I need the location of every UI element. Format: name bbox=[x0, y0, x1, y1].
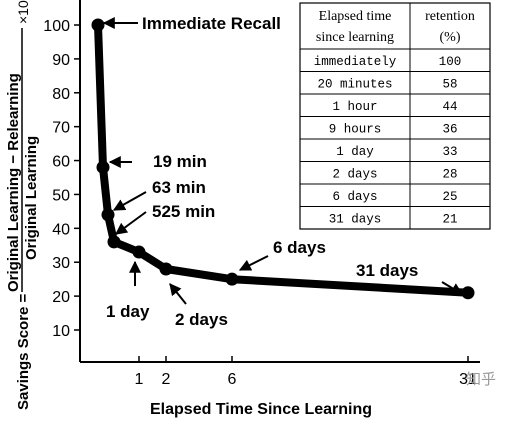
y-tick: 40 bbox=[52, 221, 80, 238]
y-tick-label: 60 bbox=[52, 154, 70, 171]
table-cell: 33 bbox=[442, 145, 457, 159]
data-point bbox=[159, 262, 173, 276]
y-tick-label: 80 bbox=[52, 86, 70, 103]
y-tick-label: 30 bbox=[52, 255, 70, 272]
annotation-arrow bbox=[115, 211, 147, 235]
y-tick-label: 20 bbox=[52, 289, 70, 306]
data-point bbox=[107, 235, 121, 249]
y-tick-label: 10 bbox=[52, 323, 70, 340]
annotation-arrow bbox=[238, 255, 269, 271]
x-tick: 1 bbox=[135, 356, 144, 388]
table-cell: 9 hours bbox=[329, 123, 382, 137]
annotation-label: Immediate Recall bbox=[142, 14, 281, 33]
watermark: 知乎 bbox=[466, 371, 496, 388]
annotation-label: 525 min bbox=[152, 202, 215, 221]
data-point bbox=[132, 245, 146, 259]
y-label-denominator: Original Learning bbox=[23, 136, 40, 260]
annotation-arrow bbox=[169, 283, 187, 305]
annotation-arrow bbox=[441, 281, 464, 295]
y-label-suffix: ×100 bbox=[15, 0, 31, 24]
table-header-cell: Elapsed time bbox=[319, 9, 392, 24]
table-cell: 100 bbox=[439, 55, 462, 69]
y-tick: 80 bbox=[52, 86, 80, 103]
y-tick: 70 bbox=[52, 120, 80, 137]
y-tick: 10 bbox=[52, 323, 80, 340]
y-axis-label: Savings Score = Original Learning − Rele… bbox=[5, 0, 40, 410]
table-cell: 28 bbox=[442, 168, 457, 182]
table-header-cell: since learning bbox=[316, 30, 394, 45]
y-tick: 100 bbox=[43, 18, 80, 35]
table-cell: 36 bbox=[442, 123, 457, 137]
x-tick-label: 31 bbox=[459, 371, 477, 388]
annotation-label: 6 days bbox=[273, 238, 326, 257]
table-cell: 58 bbox=[442, 78, 457, 92]
series-line bbox=[94, 21, 472, 297]
data-point bbox=[96, 160, 110, 174]
data-point bbox=[91, 18, 105, 32]
table-header-cell: retention bbox=[425, 9, 475, 24]
table-row: 6 days 25 bbox=[332, 190, 457, 204]
data-point bbox=[461, 286, 475, 300]
annotation-label: 19 min bbox=[153, 152, 207, 171]
table-cell: 44 bbox=[442, 100, 457, 114]
table-cell: 20 minutes bbox=[317, 78, 392, 92]
y-label-prefix: Savings Score = bbox=[15, 293, 32, 410]
x-tick-label: 2 bbox=[162, 371, 171, 388]
table-header-cell: (%) bbox=[440, 30, 461, 45]
table-row: immediately 100 bbox=[314, 55, 462, 69]
table-header: Elapsed time since learning retention (%) bbox=[316, 9, 475, 45]
data-point bbox=[101, 208, 115, 222]
table-row: 20 minutes 58 bbox=[317, 78, 457, 92]
table-row: 9 hours 36 bbox=[329, 123, 458, 137]
y-label-numerator: Original Learning − Relearning bbox=[5, 73, 22, 292]
x-tick-label: 1 bbox=[135, 371, 144, 388]
x-tick-label: 6 bbox=[228, 371, 237, 388]
table-row: 1 hour 44 bbox=[332, 100, 457, 114]
y-ticks: 10 20 30 40 50 60 70 80 90 100 bbox=[43, 18, 80, 340]
table-row: 1 day 33 bbox=[336, 145, 457, 159]
annotation-arrow bbox=[112, 191, 147, 211]
x-ticks: 1 2 6 31 bbox=[135, 356, 477, 388]
table-cell: 6 days bbox=[332, 190, 377, 204]
table-cell: 25 bbox=[442, 190, 457, 204]
table-row: 31 days 21 bbox=[329, 213, 458, 227]
y-tick-label: 70 bbox=[52, 120, 70, 137]
annotation-label: 31 days bbox=[356, 261, 418, 280]
annotation-label: 63 min bbox=[152, 178, 206, 197]
table-cell: 1 day bbox=[336, 145, 374, 159]
y-tick: 50 bbox=[52, 187, 80, 204]
table-cell: 2 days bbox=[332, 168, 377, 182]
table-cell: 31 days bbox=[329, 213, 382, 227]
data-points bbox=[91, 18, 475, 300]
table-cell: 21 bbox=[442, 213, 457, 227]
y-tick: 20 bbox=[52, 289, 80, 306]
data-point bbox=[225, 272, 239, 286]
y-tick: 90 bbox=[52, 52, 80, 69]
y-tick-label: 40 bbox=[52, 221, 70, 238]
x-axis-label: Elapsed Time Since Learning bbox=[150, 401, 372, 418]
table-cell: immediately bbox=[314, 55, 397, 69]
table-row: 2 days 28 bbox=[332, 168, 457, 182]
x-tick: 6 bbox=[228, 356, 237, 388]
y-tick-label: 50 bbox=[52, 187, 70, 204]
y-tick: 60 bbox=[52, 154, 80, 171]
x-tick: 2 bbox=[162, 356, 171, 388]
retention-table: Elapsed time since learning retention (%) im… bbox=[299, 2, 491, 230]
table-cell: 1 hour bbox=[332, 100, 377, 114]
x-tick: 31 bbox=[459, 356, 477, 388]
y-tick-label: 100 bbox=[43, 18, 70, 35]
annotations: Immediate Recall 19 min 63 min 525 min 1… bbox=[102, 14, 464, 329]
annotation-label: 2 days bbox=[175, 310, 228, 329]
y-tick-label: 90 bbox=[52, 52, 70, 69]
annotation-label: 1 day bbox=[106, 302, 150, 321]
y-tick: 30 bbox=[52, 255, 80, 272]
